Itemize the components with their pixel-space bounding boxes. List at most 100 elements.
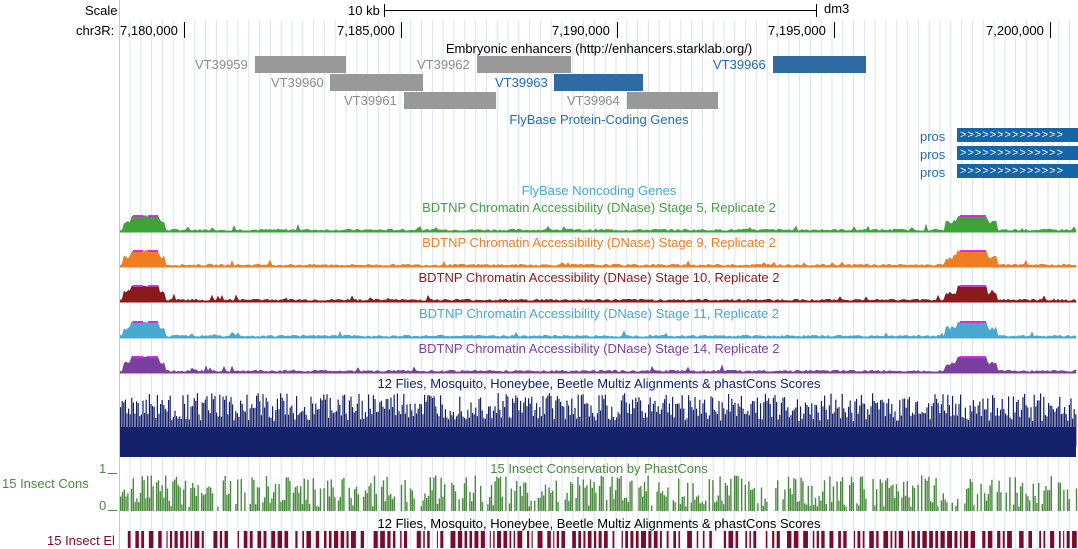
gene-label-pros[interactable]: pros bbox=[920, 165, 946, 180]
multiz-bar bbox=[1038, 400, 1040, 451]
enhancer-vt39964[interactable] bbox=[627, 92, 718, 109]
multiz-bar bbox=[828, 405, 830, 443]
insect-cons-bar bbox=[1048, 489, 1051, 511]
gene-pros-transcript[interactable]: >>>>>>>>>>>>>> bbox=[957, 164, 1078, 178]
enhancer-label-vt39962[interactable]: VT39962 bbox=[417, 57, 470, 72]
insect-cons-bar bbox=[804, 503, 806, 511]
multiz-bar bbox=[416, 413, 418, 439]
multiz-bar bbox=[182, 395, 184, 440]
protein-coding-track-title[interactable]: FlyBase Protein-Coding Genes bbox=[509, 112, 689, 127]
enhancer-label-vt39963[interactable]: VT39963 bbox=[495, 75, 548, 90]
dnase-stage5-title[interactable]: BDTNP Chromatin Accessibility (DNase) St… bbox=[422, 200, 776, 215]
insect-cons-bar bbox=[787, 476, 790, 511]
multiz-bar bbox=[449, 411, 451, 442]
multiz-bar bbox=[1027, 407, 1029, 443]
multiz-bar bbox=[600, 410, 602, 430]
insect-el-track-title[interactable]: 12 Flies, Mosquito, Honeybee, Beetle Mul… bbox=[377, 516, 821, 531]
dnase-stage11-title[interactable]: BDTNP Chromatin Accessibility (DNase) St… bbox=[418, 306, 780, 321]
insect-cons-bar bbox=[132, 478, 134, 511]
multiz-bar bbox=[152, 405, 154, 442]
insect-el-element bbox=[249, 531, 253, 548]
insect-cons-bar bbox=[206, 487, 208, 511]
enhancer-label-vt39960[interactable]: VT39960 bbox=[271, 75, 324, 90]
insect-cons-bar bbox=[1041, 504, 1043, 511]
insect-cons-bar bbox=[526, 492, 529, 511]
multiz-bar bbox=[787, 407, 789, 445]
enhancer-vt39961[interactable] bbox=[404, 92, 496, 109]
insect-cons-bar bbox=[294, 487, 296, 511]
insect-cons-bar bbox=[265, 476, 268, 511]
insect-cons-bar bbox=[984, 493, 986, 511]
insect-cons-bar bbox=[926, 480, 928, 511]
dnase-stage10-title[interactable]: BDTNP Chromatin Accessibility (DNase) St… bbox=[418, 270, 780, 285]
multiz-bar bbox=[934, 394, 936, 450]
multiz-bar bbox=[316, 409, 318, 439]
multiz-bar bbox=[931, 406, 933, 439]
insect-cons-bar bbox=[147, 475, 149, 511]
multiz-bar bbox=[222, 396, 224, 440]
enhancer-vt39963[interactable] bbox=[554, 74, 643, 91]
multiz-bar bbox=[361, 400, 363, 430]
multiz-bar bbox=[992, 395, 994, 441]
multiz-bar bbox=[710, 396, 712, 438]
enhancers-track-title[interactable]: Embryonic enhancers (http://enhancers.st… bbox=[445, 41, 753, 56]
insect-cons-bar bbox=[861, 476, 863, 511]
insect-cons-bar bbox=[1016, 492, 1018, 511]
enhancer-label-vt39964[interactable]: VT39964 bbox=[567, 93, 620, 108]
gene-pros-transcript[interactable]: >>>>>>>>>>>>>> bbox=[957, 128, 1078, 142]
insect-cons-bar bbox=[694, 499, 696, 511]
dnase-stage9-title[interactable]: BDTNP Chromatin Accessibility (DNase) St… bbox=[422, 235, 776, 250]
enhancer-vt39966[interactable] bbox=[773, 56, 866, 73]
insect-cons-bar bbox=[388, 495, 390, 511]
insect-el-side-label[interactable]: 15 Insect El bbox=[47, 533, 115, 548]
insect-cons-bar bbox=[249, 503, 251, 511]
gene-label-pros[interactable]: pros bbox=[920, 147, 946, 162]
insect-cons-bar bbox=[436, 503, 439, 511]
gene-pros-transcript[interactable]: >>>>>>>>>>>>>> bbox=[957, 146, 1078, 160]
insect-cons-bar bbox=[368, 486, 370, 511]
multiz-track-title[interactable]: 12 Flies, Mosquito, Honeybee, Beetle Mul… bbox=[377, 376, 821, 391]
insect-cons-bar bbox=[721, 500, 723, 511]
insect-el-element bbox=[911, 531, 915, 548]
enhancer-label-vt39966[interactable]: VT39966 bbox=[713, 57, 766, 72]
enhancer-label-vt39959[interactable]: VT39959 bbox=[195, 57, 248, 72]
multiz-bar bbox=[972, 400, 974, 435]
insect-cons-bar bbox=[136, 498, 138, 511]
gene-label-pros[interactable]: pros bbox=[920, 129, 946, 144]
multiz-bar bbox=[355, 410, 357, 441]
insect-el-element bbox=[709, 531, 712, 548]
multiz-bar bbox=[817, 412, 819, 438]
insect-cons-bar bbox=[681, 496, 683, 511]
insect-cons-bar bbox=[647, 475, 649, 511]
dnase-stage14-title[interactable]: BDTNP Chromatin Accessibility (DNase) St… bbox=[418, 341, 780, 356]
multiz-bar bbox=[902, 398, 904, 446]
insect-cons-track-title[interactable]: 15 Insect Conservation by PhastCons bbox=[490, 461, 708, 476]
insect-cons-bar bbox=[548, 487, 550, 511]
insect-el-element bbox=[907, 531, 910, 548]
multiz-bar bbox=[432, 397, 434, 450]
multiz-bar bbox=[540, 416, 542, 437]
noncoding-track-title[interactable]: FlyBase Noncoding Genes bbox=[521, 183, 677, 198]
multiz-bar bbox=[793, 409, 795, 439]
insect-cons-side-label[interactable]: 15 Insect Cons bbox=[2, 476, 89, 491]
insect-cons-bar bbox=[901, 497, 903, 511]
insect-cons-bar bbox=[1034, 495, 1036, 511]
insect-cons-bar bbox=[264, 497, 266, 511]
multiz-bar bbox=[504, 407, 506, 447]
enhancer-vt39960[interactable] bbox=[330, 74, 423, 91]
enhancer-vt39959[interactable] bbox=[255, 56, 346, 73]
insect-el-element bbox=[561, 531, 566, 548]
insect-cons-bar bbox=[204, 493, 206, 511]
insect-el-element bbox=[587, 531, 592, 548]
insect-el-element bbox=[423, 531, 425, 548]
enhancer-label-vt39961[interactable]: VT39961 bbox=[344, 93, 397, 108]
multiz-bar bbox=[772, 397, 774, 431]
enhancer-vt39962[interactable] bbox=[477, 56, 571, 73]
insect-cons-bar bbox=[642, 496, 644, 511]
insect-cons-bar bbox=[366, 493, 368, 511]
insect-cons-bar bbox=[697, 495, 700, 511]
insect-el-element bbox=[302, 531, 305, 548]
insect-cons-bar bbox=[980, 483, 982, 511]
insect-cons-bar bbox=[352, 505, 354, 511]
